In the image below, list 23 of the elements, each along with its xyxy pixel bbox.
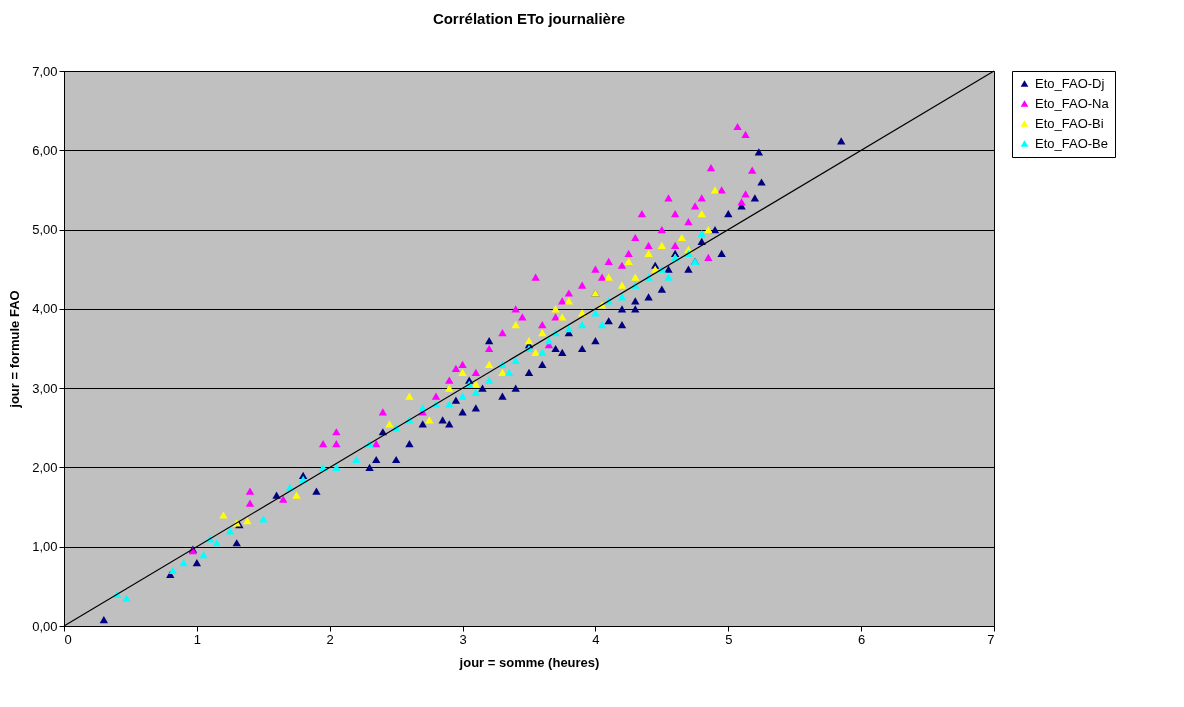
legend-label: Eto_FAO-Be bbox=[1035, 135, 1108, 151]
x-tick-label: 5 bbox=[725, 631, 733, 647]
y-tick-label: 7,00 bbox=[32, 63, 58, 79]
x-tick-label: 1 bbox=[193, 631, 201, 647]
chart-title: Corrélation ETo journalière bbox=[432, 10, 626, 27]
x-tick-label: 7 bbox=[987, 631, 995, 647]
x-tick-label: 3 bbox=[459, 631, 467, 647]
y-tick-label: 4,00 bbox=[32, 301, 58, 317]
legend-label: Eto_FAO-Bi bbox=[1035, 115, 1104, 131]
y-axis-title: jour = formule FAO bbox=[7, 290, 23, 409]
x-tick-label: 4 bbox=[592, 631, 600, 647]
y-tick-label: 0,00 bbox=[32, 618, 58, 634]
x-tick-label: 6 bbox=[858, 631, 866, 647]
legend-label: Eto_FAO-Na bbox=[1035, 95, 1110, 111]
x-axis-title: jour = somme (heures) bbox=[458, 654, 600, 670]
y-tick-label: 6,00 bbox=[32, 142, 58, 158]
legend-label: Eto_FAO-Dj bbox=[1035, 75, 1105, 91]
y-tick-label: 5,00 bbox=[32, 222, 58, 238]
y-tick-label: 3,00 bbox=[32, 380, 58, 396]
x-tick-label: 2 bbox=[326, 631, 334, 647]
y-tick-label: 2,00 bbox=[32, 459, 58, 475]
y-tick-label: 1,00 bbox=[32, 539, 58, 555]
x-tick-label: 0 bbox=[64, 631, 72, 647]
